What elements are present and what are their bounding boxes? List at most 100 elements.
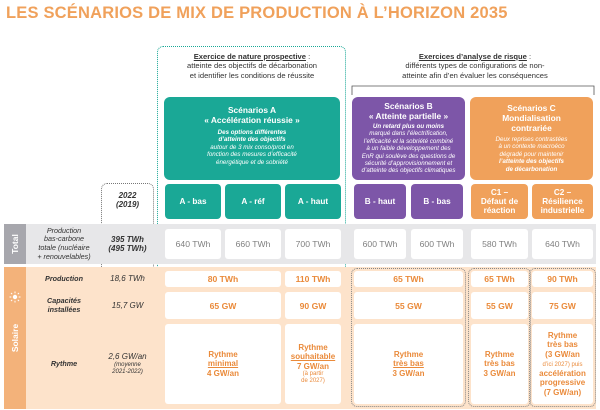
scenario-b-desc: Un retard plus ou moins marqué dans l’él…: [352, 123, 465, 175]
scenario-a-d2: d’atteinte des objectifs: [218, 136, 286, 144]
solar-capacity-a-high: 90 GW: [285, 292, 341, 319]
scenario-b-d4: à un faible développement des: [366, 145, 451, 153]
total-b-haut: 600 TWh: [354, 229, 406, 259]
variant-b-bas: B - bas: [411, 184, 463, 219]
solar-capacity-b: 55 GW: [354, 292, 463, 319]
solar-production-2022: 18,6 TWh: [110, 274, 145, 284]
risk-line1: différents types de configurations de no…: [405, 61, 545, 71]
solar-capacity-label1: Capacités: [47, 296, 81, 306]
scenario-c-desc: Deux reprises contrastées à un contexte …: [470, 136, 593, 173]
solar-capacity-label: Capacités installées: [28, 292, 100, 320]
solar-rhythm-c2: Rythme très bas (3 GW/an d’ici 2027) pui…: [532, 324, 593, 404]
scenario-a-title1: Scénarios A: [227, 105, 277, 115]
scenario-c-title2: Mondialisation: [502, 113, 561, 123]
variant-c1: C1 – Défaut de réaction: [471, 184, 528, 219]
scenario-b-card: Scénarios B « Atteinte partielle » Un re…: [352, 97, 465, 180]
solar-production-c2: 90 TWh: [532, 271, 593, 287]
variant-b-haut: B - haut: [354, 184, 406, 219]
year-sub: (2019): [115, 200, 140, 209]
rhythm-c2-l4b: puis: [569, 362, 583, 368]
page-title: LES SCÉNARIOS DE MIX DE PRODUCTION À L’H…: [6, 4, 508, 22]
rhythm-a-l2: minimal: [207, 359, 239, 369]
rhythm-ah-l3: 7 GW/an: [296, 361, 329, 371]
rhythm-c1-l1: Rythme: [484, 349, 515, 359]
rhythm-b-l1: Rythme: [393, 349, 424, 359]
solar-production-a-high: 110 TWh: [285, 271, 341, 287]
total-2022: 395 TWh (495 TWh): [101, 224, 154, 264]
scenario-a-card: Scénarios A « Accélération réussie » Des…: [164, 97, 340, 180]
solar-rhythm-2022-value: 2,6 GW/an: [108, 352, 147, 362]
solar-capacity-c1: 55 GW: [471, 292, 528, 319]
rhythm-b-l3: 3 GW/an: [392, 368, 425, 378]
scenario-b-d7: d’atteinte des objectifs climatiques: [361, 167, 456, 175]
solar-rhythm-a-low-ref: Rythme minimal 4 GW/an: [165, 324, 281, 404]
variant-c1-l3: réaction: [483, 206, 516, 215]
rhythm-c2-l4: d’ici 2027): [542, 362, 570, 368]
solar-production-label: Production: [45, 273, 83, 283]
total-b-bas: 600 TWh: [411, 229, 463, 259]
variant-a-ref: A - réf: [225, 184, 281, 219]
rhythm-a-l1: Rythme: [208, 349, 238, 359]
solar-rhythm-b: Rythme très bas 3 GW/an: [354, 324, 463, 404]
total-label3: totale (nucléaire: [38, 243, 90, 252]
rhythm-c2-l3: (3 GW/an: [545, 349, 580, 359]
year-header: 2022 (2019): [101, 188, 154, 212]
risk-bracket: [351, 85, 595, 95]
rhythm-c2-l2: très bas: [547, 340, 578, 350]
total-2022-value: 395 TWh: [111, 234, 144, 244]
total-row-label: Production bas-carbone totale (nucléaire…: [28, 224, 100, 264]
total-c2: 640 TWh: [532, 229, 593, 259]
variant-a-haut: A - haut: [285, 184, 341, 219]
scenario-c-d3: dégradé pour maintenir: [499, 150, 564, 158]
variant-b-haut-label: B - haut: [364, 197, 396, 206]
scenario-b-d5: EnR qui soulève des questions de: [361, 152, 456, 160]
solar-production-c1: 65 TWh: [471, 271, 528, 287]
scenario-b-d3: l’efficacité et la sobriété combiné: [363, 137, 454, 145]
scenario-a-d4: fonction des mesures d’efficacité: [207, 151, 297, 159]
scenario-c-d4: l’atteinte des objectifs: [499, 158, 564, 166]
variant-c1-l2: Défaut de: [480, 197, 519, 206]
scenario-a-d1: Des options différentes: [217, 129, 287, 136]
total-label1: Production: [46, 225, 82, 235]
rhythm-c2-l6: progressive: [539, 378, 586, 388]
prospective-line2: et identifier les conditions de réussite: [189, 70, 315, 80]
variant-b-bas-label: B - bas: [423, 197, 451, 206]
total-label2: bas-carbone: [44, 234, 84, 244]
prospective-heading: Exercice de nature prospective: [193, 52, 307, 61]
solar-c1-outline: [468, 268, 531, 407]
rhythm-c2-l7: (7 GW/an): [543, 387, 582, 397]
variant-c2-l3: industrielle: [540, 206, 585, 215]
rhythm-c1-l3: 3 GW/an: [483, 368, 516, 378]
prospective-line1: atteinte des objectifs de décarbonation: [186, 61, 318, 71]
solar-capacity-c2: 75 GW: [532, 292, 593, 319]
rhythm-ah-l1: Rythme: [298, 342, 328, 352]
rhythm-c2-l1: Rythme: [547, 330, 578, 340]
total-side-text: Total: [10, 234, 20, 254]
variant-c1-l1: C1 –: [490, 188, 509, 197]
sun-icon: [9, 291, 21, 303]
solar-side-text: Solaire: [10, 323, 21, 353]
risk-heading: Exercices d’analyse de risque: [418, 52, 527, 61]
scenario-c-d2: à un contexte macroéco: [498, 143, 565, 151]
solar-rhythm-label: Rythme: [50, 358, 78, 368]
rhythm-ah-l5: de 2027): [301, 378, 325, 385]
total-c1: 580 TWh: [471, 229, 528, 259]
solar-b-outline: [351, 268, 466, 407]
variant-a-haut-label: A - haut: [297, 197, 329, 206]
solar-production-a-low-ref: 80 TWh: [165, 271, 281, 287]
scenario-b-d1: Un retard plus ou moins: [372, 123, 445, 130]
variant-a-bas: A - bas: [165, 184, 221, 219]
scenario-c-card: Scénarios C Mondialisation contrariée De…: [470, 97, 593, 180]
variant-a-ref-label: A - réf: [241, 197, 265, 206]
solar-rhythm-2022: 2,6 GW/an (moyenne 2021-2022): [101, 324, 154, 404]
risk-line2: atteinte afin d’en évaluer les conséquen…: [402, 70, 548, 80]
scenario-b-title2: « Atteinte partielle »: [368, 111, 449, 121]
risk-colon: :: [526, 52, 532, 61]
solar-c2-outline: [529, 268, 596, 407]
total-label4: + renouvelables): [37, 251, 91, 261]
rhythm-ah-l4: (à partir: [302, 371, 324, 378]
scenario-a-title2: « Accélération réussie »: [204, 115, 300, 125]
rhythm-b-l2: très bas: [393, 359, 424, 369]
variant-c2: C2 – Résilience industrielle: [532, 184, 593, 219]
rhythm-a-l3: 4 GW/an: [206, 368, 239, 378]
